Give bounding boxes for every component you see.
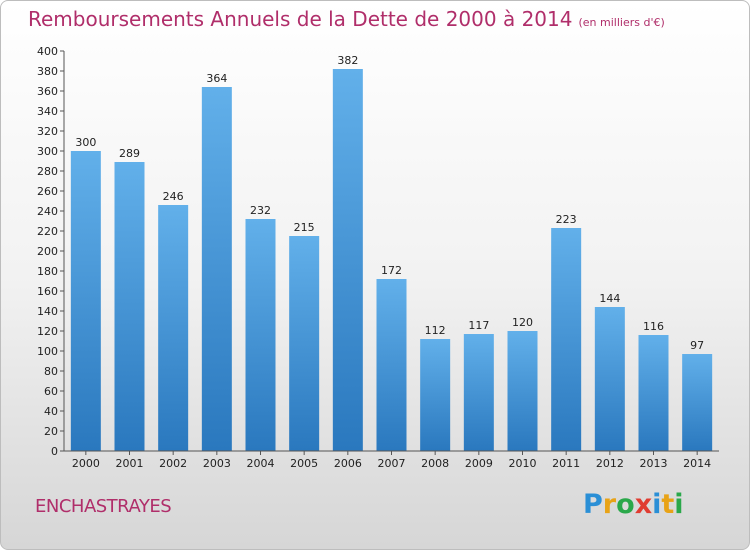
bar-2009 <box>463 334 494 451</box>
x-tick-label: 2010 <box>509 457 537 470</box>
commune-name: ENCHASTRAYES <box>35 496 172 517</box>
y-tick-label: 280 <box>37 165 58 178</box>
bar-value-label: 223 <box>556 213 577 226</box>
bar-2000 <box>70 151 101 451</box>
logo-letter: P <box>583 489 603 520</box>
bar-2011 <box>551 228 582 451</box>
y-tick-label: 80 <box>44 365 58 378</box>
y-tick-label: 140 <box>37 305 58 318</box>
bar-2002 <box>158 205 189 451</box>
bar-2001 <box>114 162 145 451</box>
bar-value-label: 300 <box>75 136 96 149</box>
bar-2005 <box>289 236 320 451</box>
bar-value-label: 364 <box>206 72 227 85</box>
bar-value-label: 117 <box>468 319 489 332</box>
bar-value-label: 382 <box>337 54 358 67</box>
y-tick-label: 160 <box>37 285 58 298</box>
bar-2010 <box>507 331 538 451</box>
bar-value-label: 144 <box>599 292 620 305</box>
chart-title: Remboursements Annuels de la Dette de 20… <box>28 7 665 31</box>
x-tick-label: 2003 <box>203 457 231 470</box>
x-tick-label: 2006 <box>334 457 362 470</box>
y-tick-label: 40 <box>44 405 58 418</box>
bar-2003 <box>201 87 232 451</box>
bar-value-label: 289 <box>119 147 140 160</box>
y-tick-label: 400 <box>37 45 58 58</box>
logo-letter: t <box>661 489 675 520</box>
y-axis: 0 20 40 60 80 100 120 140 160 180 200 220 240 260 280 3… <box>37 45 65 458</box>
bar-2013 <box>638 335 669 451</box>
bar-2004 <box>245 219 276 451</box>
y-tick-label: 320 <box>37 125 58 138</box>
chart-title-text: Remboursements Annuels de la Dette de 20… <box>28 7 573 31</box>
bar-2012 <box>594 307 625 451</box>
logo-letter: i <box>652 489 662 520</box>
x-tick-label: 2009 <box>465 457 493 470</box>
y-tick-label: 300 <box>37 145 58 158</box>
proxiti-logo: Proxiti <box>583 489 684 520</box>
x-tick-label: 2013 <box>640 457 668 470</box>
y-tick-label: 120 <box>37 325 58 338</box>
x-tick-label: 2008 <box>421 457 449 470</box>
chart-subtitle: (en milliers d'€) <box>578 16 665 29</box>
x-tick-label: 2004 <box>247 457 275 470</box>
logo-letter: r <box>602 489 617 520</box>
bar-value-label: 215 <box>294 221 315 234</box>
bar-value-label: 232 <box>250 204 271 217</box>
logo-letter: i <box>674 489 684 520</box>
bar-value-label: 172 <box>381 264 402 277</box>
y-tick-label: 240 <box>37 205 58 218</box>
y-tick-label: 180 <box>37 265 58 278</box>
y-tick-label: 100 <box>37 345 58 358</box>
x-axis: 2000 2001 2002 2003 2004 2005 2006 2007 2008 2009… <box>64 450 719 470</box>
bar-value-label: 97 <box>690 339 704 352</box>
x-tick-label: 2012 <box>596 457 624 470</box>
bar-2008 <box>420 339 451 451</box>
bar-2006 <box>332 69 363 451</box>
bars: 300 289 246 364 232 215 382 172 112 117 120 223 144 1… <box>70 54 713 451</box>
logo-letter: x <box>634 489 653 520</box>
bar-value-label: 112 <box>425 324 446 337</box>
x-tick-label: 2002 <box>159 457 187 470</box>
x-tick-label: 2011 <box>552 457 580 470</box>
y-tick-label: 260 <box>37 185 58 198</box>
x-tick-label: 2007 <box>378 457 406 470</box>
logo-letter: o <box>616 489 635 520</box>
bar-2007 <box>376 279 407 451</box>
y-tick-label: 0 <box>51 445 58 458</box>
x-tick-label: 2001 <box>116 457 144 470</box>
bar-2014 <box>682 354 713 451</box>
bar-value-label: 116 <box>643 320 664 333</box>
y-tick-label: 380 <box>37 65 58 78</box>
bar-value-label: 246 <box>163 190 184 203</box>
y-tick-label: 200 <box>37 245 58 258</box>
y-tick-label: 60 <box>44 385 58 398</box>
x-tick-label: 2000 <box>72 457 100 470</box>
y-tick-label: 340 <box>37 105 58 118</box>
x-tick-label: 2014 <box>683 457 711 470</box>
bar-value-label: 120 <box>512 316 533 329</box>
y-tick-label: 220 <box>37 225 58 238</box>
y-tick-label: 20 <box>44 425 58 438</box>
x-tick-label: 2005 <box>290 457 318 470</box>
y-tick-label: 360 <box>37 85 58 98</box>
